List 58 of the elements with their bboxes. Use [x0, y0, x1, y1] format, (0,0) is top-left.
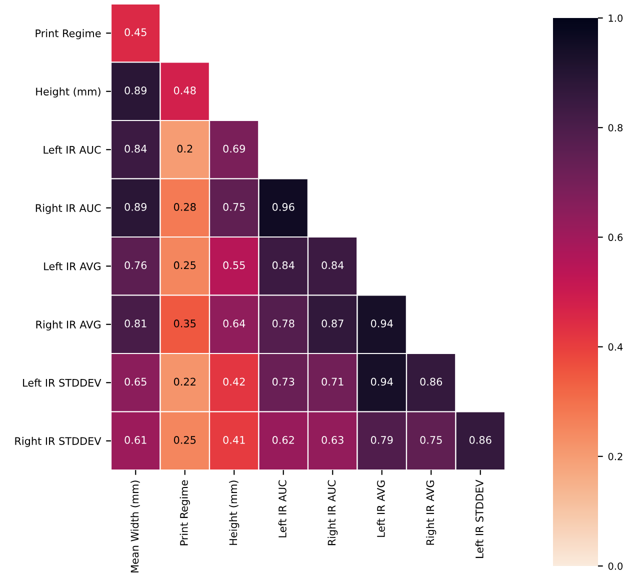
y-tick-label: Right IR AUC: [36, 204, 101, 214]
data-label: 0.75: [223, 203, 245, 211]
data-label: 0.87: [322, 320, 344, 328]
data-label: 0.41: [223, 436, 245, 444]
data-label: 0.79: [370, 436, 393, 444]
data-label: 0.62: [272, 436, 294, 444]
x-tick-label: Right IR AVG: [426, 480, 436, 545]
color-bar-label: 0.0: [608, 562, 623, 570]
data-label: 0.94: [370, 378, 393, 386]
data-label: 0.86: [420, 378, 442, 386]
y-tick-label: Height (mm): [36, 87, 100, 98]
data-label: 0.63: [322, 436, 344, 444]
color-bar-label: 0.2: [608, 452, 622, 460]
x-tick-label: Left IR AUC: [278, 480, 286, 538]
data-label: 0.86: [469, 436, 492, 444]
data-label: 0.96: [272, 203, 294, 211]
data-label: 0.55: [223, 261, 245, 270]
data-label: 0.28: [174, 203, 196, 211]
data-label: 0.89: [124, 203, 146, 211]
data-label: 0.76: [124, 261, 147, 270]
data-label: 0.64: [223, 320, 246, 328]
x-tick-label: Height (mm): [229, 480, 240, 545]
data-label: 0.25: [174, 261, 196, 270]
y-tick-label: Right IR STDDEV: [15, 436, 102, 447]
x-tick-label: Mean Width (mm): [130, 480, 140, 572]
data-label: 0.73: [272, 378, 294, 386]
data-label: 0.42: [223, 378, 245, 386]
color-bar-label: 0.4: [608, 343, 623, 351]
data-label: 0.69: [223, 144, 245, 153]
data-label: 0.84: [272, 261, 294, 270]
data-label: 0.78: [272, 320, 294, 328]
data-label: 0.22: [174, 378, 196, 386]
x-tick-label: Left IR AVG: [376, 480, 385, 537]
data-label: 0.81: [124, 320, 146, 328]
x-tick-label: Left IR STDDEV: [475, 480, 484, 558]
data-label: 0.94: [370, 320, 393, 328]
y-tick-label: Left IR AUC: [44, 146, 101, 154]
data-label: 0.89: [124, 86, 146, 94]
data-label: 0.65: [124, 378, 146, 386]
y-tick-label: Left IR AVG: [44, 262, 100, 270]
data-label: 0.45: [124, 28, 146, 36]
x-tick-label: Print Regime: [180, 480, 190, 546]
data-label: 0.2: [177, 144, 192, 153]
color-bar-label: 0.8: [608, 124, 623, 132]
data-label: 0.84: [124, 144, 147, 153]
color-bar-label: 0.6: [608, 234, 623, 242]
data-label: 0.25: [174, 436, 196, 444]
y-tick-label: Right IR AVG: [36, 320, 100, 330]
y-tick-label: Left IR STDDEV: [23, 378, 102, 387]
data-label: 0.71: [322, 378, 344, 386]
data-label: 0.35: [174, 320, 196, 328]
data-label: 0.48: [174, 86, 196, 94]
data-label: 0.75: [420, 436, 442, 444]
data-label: 0.61: [124, 436, 146, 444]
color-bar-label: 1.0: [608, 14, 623, 22]
x-tick-label: Right IR AUC: [328, 480, 338, 546]
y-tick-label: Print Regime: [36, 29, 101, 40]
data-label: 0.84: [322, 261, 344, 270]
